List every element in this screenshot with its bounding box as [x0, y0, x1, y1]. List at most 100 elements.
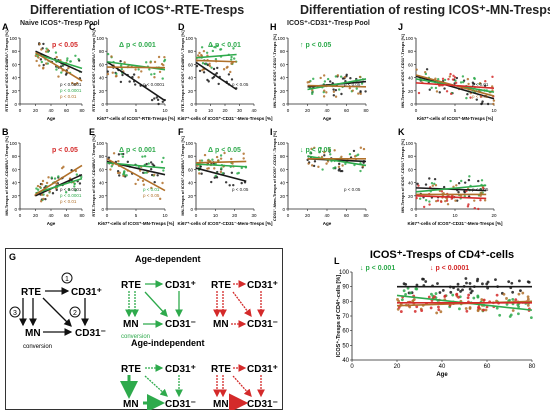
data-point [230, 171, 234, 174]
x-tick-label: 20 [305, 108, 311, 113]
data-point [445, 199, 449, 202]
data-point [153, 97, 156, 100]
fit-line [106, 158, 166, 192]
p-value-label: p < 0.0001 [60, 82, 82, 87]
x-tick-label: 60 [344, 108, 350, 113]
data-point [323, 151, 326, 154]
data-point [479, 199, 482, 202]
data-point [358, 75, 362, 79]
y-tick-label: 60 [188, 62, 194, 67]
g-mn: MN [213, 319, 229, 330]
data-point [198, 159, 202, 162]
data-point [203, 153, 207, 157]
g-rte: RTE [121, 280, 141, 291]
data-point [430, 181, 434, 185]
y-tick-label: 60 [12, 167, 18, 172]
data-point [507, 280, 511, 284]
data-point [435, 90, 439, 93]
g-conversion: conversion [121, 334, 150, 340]
y-tick-label: 100 [277, 141, 285, 146]
data-point [156, 174, 159, 177]
y-axis-label: CD31⁻-Mem-Tresps of ICOS⁺-CD31⁻-Tresps [… [272, 130, 277, 221]
y-tick-label: 40 [188, 181, 194, 186]
g-arrow [232, 291, 252, 318]
data-point [118, 174, 121, 177]
data-point [495, 306, 499, 310]
g-cd31m: CD31⁻ [75, 328, 106, 339]
data-point [223, 151, 226, 155]
data-point [153, 72, 156, 76]
data-point [459, 81, 463, 84]
g-circle-2 [69, 306, 81, 318]
data-point [219, 154, 223, 157]
p-badge: ↓ p < 0.05 [300, 147, 331, 154]
data-point [422, 205, 426, 209]
data-point [435, 311, 439, 315]
y-tick-label: 20 [408, 89, 414, 94]
g-rte: RTE [211, 364, 231, 375]
data-point [35, 59, 38, 63]
data-point [240, 181, 243, 185]
data-point [149, 61, 152, 64]
data-point [196, 54, 200, 57]
data-point [38, 185, 42, 189]
data-point [141, 179, 145, 183]
data-point [213, 167, 216, 170]
panel-label: L [334, 256, 340, 266]
panel-label: C [89, 22, 96, 32]
data-point [77, 58, 80, 61]
data-point [397, 305, 401, 309]
g-arrow [42, 297, 72, 327]
p-badge: Δ p < 0.05 [208, 147, 241, 154]
data-point [465, 281, 468, 285]
data-point [115, 74, 118, 78]
data-point [42, 63, 45, 67]
data-point [122, 174, 125, 178]
data-point [242, 157, 245, 160]
panel-label: H [270, 22, 277, 32]
data-point [446, 203, 450, 206]
y-tick-label: 20 [188, 194, 194, 199]
data-point [232, 57, 236, 60]
data-point [323, 89, 326, 92]
x-tick-label: 0 [415, 213, 418, 218]
data-point [428, 177, 431, 180]
data-point [423, 70, 427, 74]
data-point [142, 183, 146, 186]
left-title: Differentiation of ICOS⁺-RTE-Tresps [30, 3, 245, 17]
data-point [137, 76, 140, 79]
data-point [232, 183, 235, 187]
data-point [230, 157, 233, 161]
data-point [483, 199, 487, 202]
data-point [39, 200, 43, 203]
data-point [461, 75, 465, 78]
y-tick-label: 40 [408, 76, 414, 81]
data-point [106, 70, 109, 73]
data-point [448, 75, 452, 78]
data-point [120, 152, 123, 156]
data-point [415, 305, 419, 309]
data-point [480, 179, 484, 182]
x-tick-label: 60 [344, 213, 350, 218]
panel-label: K [398, 127, 405, 137]
x-tick-label: 5 [454, 108, 457, 113]
x-tick-label: 0 [195, 213, 198, 218]
data-point [467, 293, 471, 297]
y-tick-label: 90 [342, 285, 349, 291]
data-point [486, 102, 490, 106]
data-point [517, 279, 521, 283]
data-point [120, 67, 124, 71]
data-point [216, 66, 219, 70]
data-point [364, 90, 367, 93]
fit-line [195, 59, 237, 63]
data-point [449, 92, 453, 96]
data-point [219, 170, 223, 174]
data-point [48, 190, 52, 193]
x-tick-label: 30 [237, 108, 243, 113]
data-point [338, 167, 341, 171]
y-axis-label: ICOS⁺-Tresps of CD4⁺-cells [%] [335, 275, 342, 357]
data-point [163, 55, 166, 59]
fit-line [35, 177, 83, 194]
x-tick-label: 20 [33, 213, 39, 218]
data-point [123, 61, 126, 64]
